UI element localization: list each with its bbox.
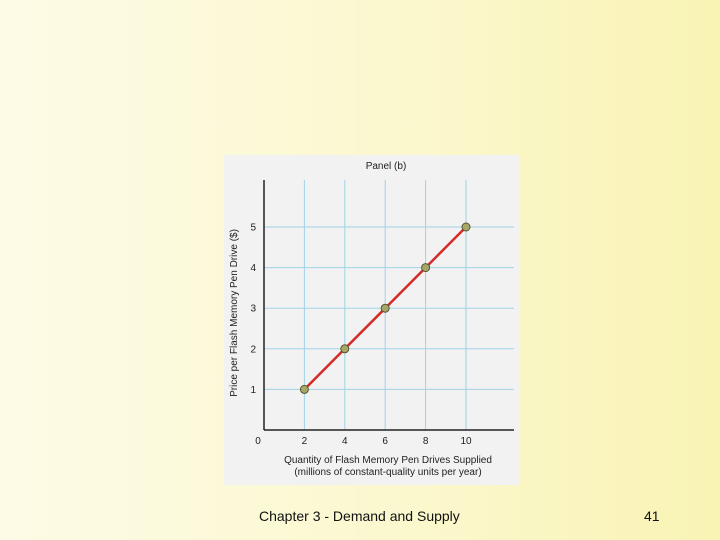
data-point-10 xyxy=(461,222,471,232)
data-point-2 xyxy=(299,384,309,394)
x-tick-label-2: 2 xyxy=(302,436,308,447)
data-point-8 xyxy=(421,263,431,273)
y-tick-label-5: 5 xyxy=(250,223,256,234)
x-tick-label-6: 6 xyxy=(382,436,388,447)
x-tick-label-0: 0 xyxy=(255,436,261,447)
data-point-6 xyxy=(380,303,390,313)
y-tick-label-2: 2 xyxy=(250,344,256,355)
x-axis-label-line-2: (millions of constant-quality units per … xyxy=(294,467,481,478)
x-tick-label-8: 8 xyxy=(423,436,429,447)
slide-footer-title: Chapter 3 - Demand and Supply xyxy=(259,508,460,524)
chart-panel: 0 2 4 6 8 10 1 2 3 4 5 Panel (b) Price per Flash Mem… xyxy=(224,155,520,485)
y-tick-label-1: 1 xyxy=(250,385,256,396)
x-axis-label-line-1: Quantity of Flash Memory Pen Drives Supp… xyxy=(284,455,492,466)
x-tick-label-10: 10 xyxy=(460,436,472,447)
y-tick-label-4: 4 xyxy=(250,263,256,274)
slide-page-number: 41 xyxy=(644,508,660,524)
y-axis-label: Price per Flash Memory Pen Drive ($) xyxy=(229,229,240,397)
x-tick-label-4: 4 xyxy=(342,436,348,447)
y-tick-label-3: 3 xyxy=(250,304,256,315)
data-point-4 xyxy=(340,344,350,354)
chart-title: Panel (b) xyxy=(366,161,407,172)
